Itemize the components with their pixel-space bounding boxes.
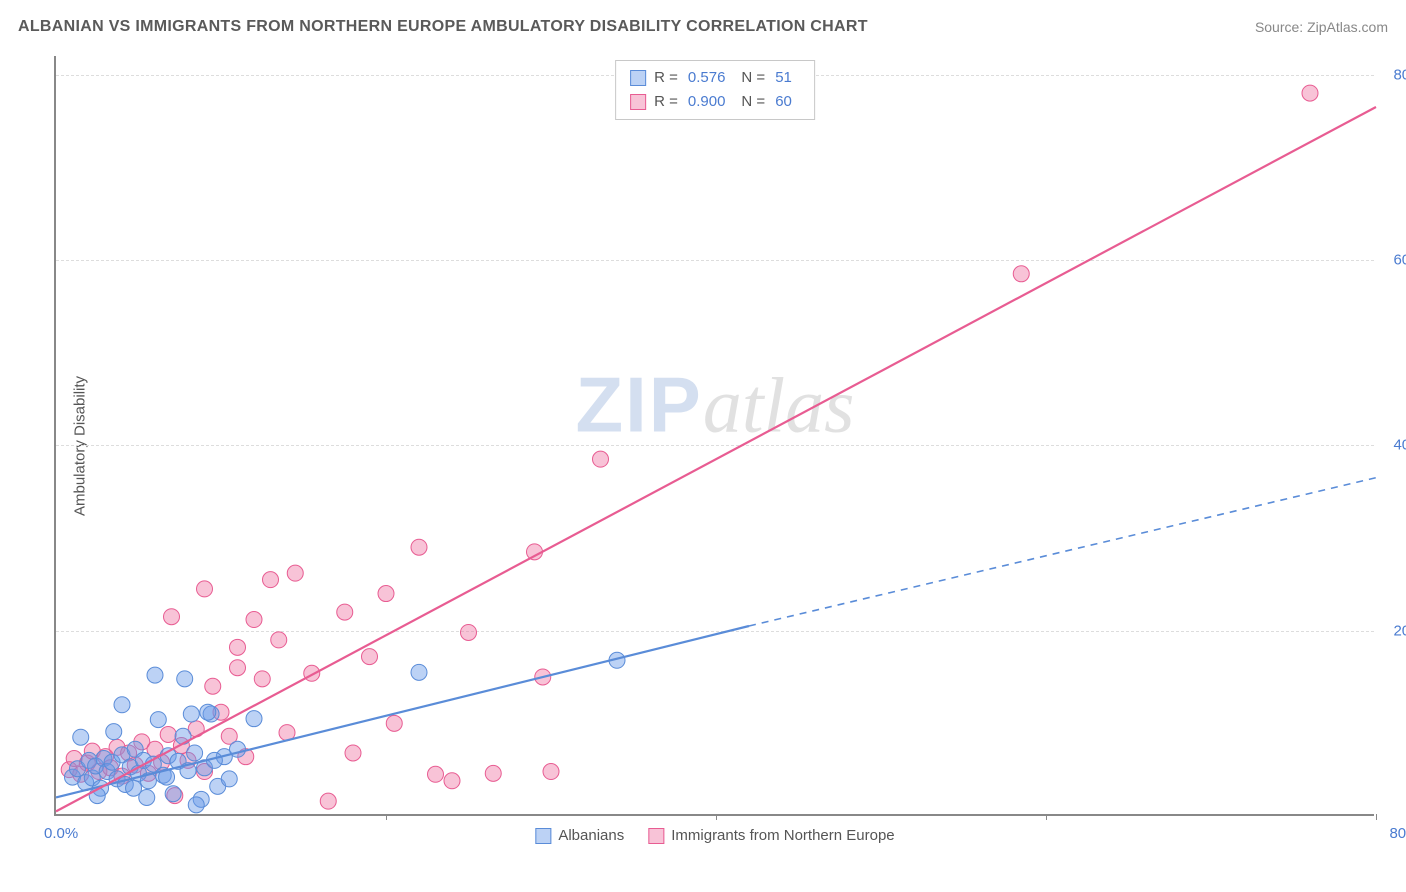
y-tick-label: 80.0%	[1393, 66, 1406, 83]
data-point	[147, 667, 163, 683]
data-point	[386, 715, 402, 731]
trendline-dashed	[749, 478, 1376, 626]
data-point	[411, 664, 427, 680]
data-point	[246, 711, 262, 727]
data-point	[411, 539, 427, 555]
chart-title: ALBANIAN VS IMMIGRANTS FROM NORTHERN EUR…	[18, 18, 868, 36]
legend-series: Albanians Immigrants from Northern Europ…	[535, 827, 894, 844]
data-point	[485, 765, 501, 781]
y-tick-label: 60.0%	[1393, 251, 1406, 268]
legend-swatch-blue	[535, 828, 551, 844]
data-point	[175, 728, 191, 744]
legend-item-northern-europe: Immigrants from Northern Europe	[648, 827, 894, 844]
x-axis-min: 0.0%	[44, 825, 78, 842]
data-point	[73, 729, 89, 745]
data-point	[461, 624, 477, 640]
data-point	[1302, 85, 1318, 101]
r-value-blue: 0.576	[688, 66, 726, 90]
n-value-blue: 51	[775, 66, 792, 90]
plot-area: ZIPatlas R = 0.576 N = 51 R = 0.900 N = …	[54, 56, 1374, 816]
data-point	[114, 697, 130, 713]
r-value-pink: 0.900	[688, 90, 726, 114]
x-tick	[716, 814, 717, 820]
data-point	[320, 793, 336, 809]
n-value-pink: 60	[775, 90, 792, 114]
data-point	[543, 764, 559, 780]
y-tick-label: 40.0%	[1393, 437, 1406, 454]
data-point	[126, 780, 142, 796]
data-point	[197, 581, 213, 597]
y-tick-label: 20.0%	[1393, 622, 1406, 639]
x-axis-max: 80.0%	[1389, 825, 1406, 842]
data-point	[205, 678, 221, 694]
data-point	[183, 706, 199, 722]
legend-stats: R = 0.576 N = 51 R = 0.900 N = 60	[615, 60, 815, 120]
legend-label: Immigrants from Northern Europe	[671, 827, 894, 844]
data-point	[221, 771, 237, 787]
legend-label: Albanians	[558, 827, 624, 844]
data-point	[271, 632, 287, 648]
data-point	[200, 704, 216, 720]
data-point	[254, 671, 270, 687]
legend-item-albanians: Albanians	[535, 827, 624, 844]
data-point	[187, 745, 203, 761]
x-tick	[1376, 814, 1377, 820]
data-point	[246, 612, 262, 628]
data-point	[444, 773, 460, 789]
legend-swatch-blue	[630, 70, 646, 86]
legend-swatch-pink	[630, 94, 646, 110]
data-point	[106, 724, 122, 740]
legend-stats-row: R = 0.576 N = 51	[630, 66, 800, 90]
n-label: N =	[741, 66, 765, 90]
data-point	[362, 649, 378, 665]
data-point	[188, 797, 204, 813]
data-point	[263, 572, 279, 588]
legend-swatch-pink	[648, 828, 664, 844]
x-tick	[386, 814, 387, 820]
data-point	[230, 639, 246, 655]
data-point	[150, 712, 166, 728]
data-point	[345, 745, 361, 761]
legend-stats-row: R = 0.900 N = 60	[630, 90, 800, 114]
source-label: Source: ZipAtlas.com	[1255, 19, 1388, 35]
data-point	[337, 604, 353, 620]
n-label: N =	[741, 90, 765, 114]
data-point	[164, 609, 180, 625]
x-tick	[1046, 814, 1047, 820]
data-point	[428, 766, 444, 782]
chart-svg	[56, 56, 1374, 814]
data-point	[165, 786, 181, 802]
trendline	[56, 107, 1376, 811]
data-point	[230, 660, 246, 676]
data-point	[593, 451, 609, 467]
r-label: R =	[654, 90, 678, 114]
data-point	[1013, 266, 1029, 282]
r-label: R =	[654, 66, 678, 90]
data-point	[160, 726, 176, 742]
data-point	[287, 565, 303, 581]
data-point	[177, 671, 193, 687]
data-point	[378, 586, 394, 602]
